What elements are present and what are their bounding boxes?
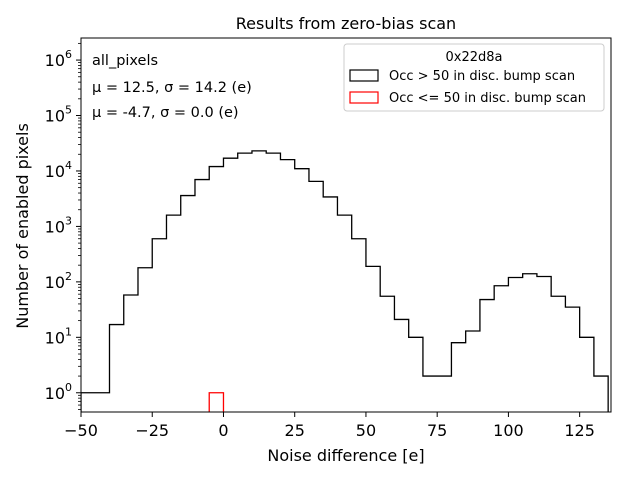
plot-area xyxy=(81,150,609,412)
legend-box xyxy=(343,43,605,112)
legend: 0x22d8a Occ > 50 in disc. bump scan Occ <=… xyxy=(343,43,605,112)
annotations: all_pixels μ = 12.5, σ = 14.2 (e) μ = -4.7… xyxy=(92,53,252,121)
x-tick-label: 100 xyxy=(493,421,524,440)
annotation-text: all_pixels xyxy=(92,53,158,69)
y-tick-exponent: 4 xyxy=(65,159,72,172)
x-tick-label: 50 xyxy=(356,421,376,440)
y-tick-exponent: 2 xyxy=(65,270,72,283)
y-tick-label: 102 xyxy=(45,270,72,292)
y-tick-base: 10 xyxy=(45,51,65,70)
legend-label: Occ > 50 in disc. bump scan xyxy=(389,69,575,84)
x-tick-label: 25 xyxy=(285,421,305,440)
histogram-series-0 xyxy=(81,150,609,412)
y-tick-label: 103 xyxy=(45,214,72,236)
y-tick-base: 10 xyxy=(45,328,65,347)
y-tick-label: 104 xyxy=(45,159,72,181)
x-tick-label: −50 xyxy=(64,421,98,440)
x-tick-label: 125 xyxy=(564,421,595,440)
y-tick-exponent: 3 xyxy=(65,214,72,227)
y-tick-exponent: 5 xyxy=(65,104,72,117)
y-tick-exponent: 1 xyxy=(65,325,72,338)
legend-swatch xyxy=(349,69,379,82)
y-tick-exponent: 0 xyxy=(65,381,72,394)
y-tick-exponent: 6 xyxy=(65,48,72,61)
x-axis-label: Noise difference [e] xyxy=(267,446,424,465)
y-tick-base: 10 xyxy=(45,162,65,181)
annotation-text: μ = 12.5, σ = 14.2 (e) xyxy=(92,80,252,96)
chart-title: Results from zero-bias scan xyxy=(236,14,456,33)
legend-label: Occ <= 50 in disc. bump scan xyxy=(389,91,586,106)
histogram-series-1 xyxy=(208,392,225,412)
x-tick-label: 0 xyxy=(218,421,228,440)
y-tick-base: 10 xyxy=(45,107,65,126)
y-tick-base: 10 xyxy=(45,217,65,236)
y-tick-base: 10 xyxy=(45,273,65,292)
x-tick-label: 75 xyxy=(427,421,447,440)
axes-frame xyxy=(80,37,612,413)
legend-swatch xyxy=(349,91,379,104)
y-tick-label: 105 xyxy=(45,104,72,126)
x-tick-label: −25 xyxy=(135,421,169,440)
y-tick-base: 10 xyxy=(45,384,65,403)
y-axis-label: Number of enabled pixels xyxy=(13,123,32,329)
annotation-text: μ = -4.7, σ = 0.0 (e) xyxy=(92,105,239,121)
y-tick-label: 106 xyxy=(45,48,72,70)
legend-title: 0x22d8a xyxy=(446,50,503,65)
y-tick-label: 100 xyxy=(45,381,72,403)
x-axis: −50 −25 0 25 50 75 100 125 xyxy=(64,412,595,440)
y-tick-label: 101 xyxy=(45,325,72,347)
